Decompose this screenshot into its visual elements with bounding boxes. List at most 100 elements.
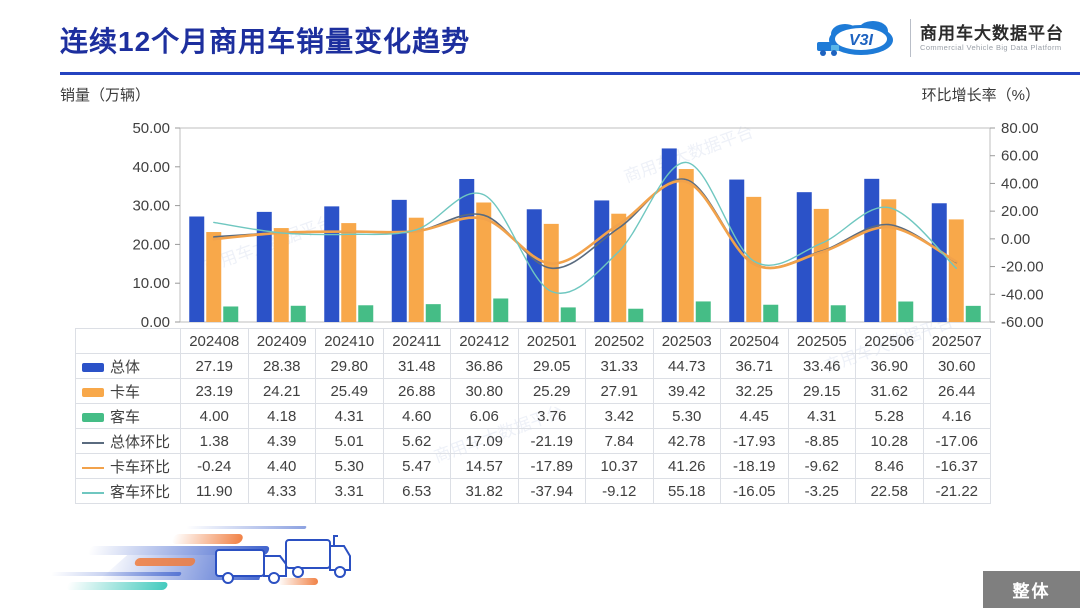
title-divider bbox=[60, 72, 1080, 75]
bar-客车 bbox=[695, 301, 711, 322]
value-cell: -9.12 bbox=[585, 478, 654, 504]
series-name-cell: 卡车环比 bbox=[75, 453, 181, 479]
value-cell: 31.48 bbox=[382, 353, 451, 379]
bar-卡车 bbox=[206, 232, 222, 322]
table-row-卡车环比: 卡车环比 -0.24 4.40 5.30 5.47 14.57 -17.89 10.37 41.… bbox=[75, 453, 991, 479]
sales-trend-chart: 0.00 10.00 20.00 30.00 40.00 50.00 -60.00 -40.0… bbox=[132, 120, 1044, 328]
category-header-cell: 202503 bbox=[652, 328, 721, 354]
value-cell: 26.88 bbox=[382, 378, 451, 404]
value-cell: -17.06 bbox=[922, 428, 991, 454]
overall-tab-button[interactable]: 整体 bbox=[983, 571, 1080, 608]
left-axis-tick-label: 20.00 bbox=[132, 236, 170, 253]
value-cell: 5.28 bbox=[855, 403, 924, 429]
bar-总体 bbox=[729, 179, 745, 322]
bar-卡车 bbox=[341, 223, 357, 322]
right-axis-tick-label: 60.00 bbox=[1001, 148, 1039, 165]
value-cell: 30.80 bbox=[450, 378, 519, 404]
bar-总体 bbox=[594, 200, 610, 322]
right-axis-tick-label: 20.00 bbox=[1001, 203, 1039, 220]
value-cell: 27.19 bbox=[180, 353, 249, 379]
bar-卡车 bbox=[611, 213, 627, 322]
logo-separator bbox=[910, 19, 911, 57]
series-name-cell: 客车环比 bbox=[75, 478, 181, 504]
right-axis-tick-label: 80.00 bbox=[1001, 120, 1039, 137]
left-axis-tick-label: 50.00 bbox=[132, 120, 170, 137]
category-header-cell: 202412 bbox=[450, 328, 519, 354]
table-row-客车: 客车 4.00 4.18 4.31 4.60 6.06 3.76 3.42 5.30 4.45 4.… bbox=[75, 403, 991, 429]
value-cell: 5.62 bbox=[382, 428, 451, 454]
bar-客车 bbox=[493, 298, 509, 322]
value-cell: 4.40 bbox=[247, 453, 316, 479]
series-name-cell: 总体环比 bbox=[75, 428, 181, 454]
line-卡车环比 bbox=[212, 179, 958, 270]
value-cell: 5.30 bbox=[652, 403, 721, 429]
bar-客车 bbox=[898, 301, 914, 322]
left-axis-tick-label: 10.00 bbox=[132, 275, 170, 292]
value-cell: 26.44 bbox=[922, 378, 991, 404]
right-axis-title: 环比增长率（%） bbox=[921, 87, 1040, 104]
chart-data-table: 202408 202409 202410 202411 202412 202501 2025… bbox=[75, 328, 991, 504]
data-table: 202408 202409 202410 202411 202412 202501 2025… bbox=[75, 328, 991, 504]
bar-总体 bbox=[864, 178, 880, 322]
value-cell: 28.38 bbox=[247, 353, 316, 379]
right-axis-tick-label: -20.00 bbox=[1001, 259, 1044, 276]
bar-卡车 bbox=[813, 208, 829, 322]
bar-总体 bbox=[189, 216, 205, 322]
bar-客车 bbox=[763, 304, 779, 322]
left-axis-tick-label: 40.00 bbox=[132, 159, 170, 176]
value-cell: 5.30 bbox=[315, 453, 384, 479]
value-cell: 1.38 bbox=[180, 428, 249, 454]
value-cell: 41.26 bbox=[652, 453, 721, 479]
bar-卡车 bbox=[746, 196, 762, 322]
right-axis-tick-label: 0.00 bbox=[1001, 231, 1030, 248]
series-name-label: 客车 bbox=[110, 408, 141, 426]
value-cell: 6.06 bbox=[450, 403, 519, 429]
series-name-cell: 客车 bbox=[75, 403, 181, 429]
value-cell: 32.25 bbox=[720, 378, 789, 404]
value-cell: 4.33 bbox=[247, 478, 316, 504]
bar-客车 bbox=[560, 307, 576, 322]
value-cell: 4.31 bbox=[315, 403, 384, 429]
left-axis-title: 销量（万辆） bbox=[60, 87, 151, 104]
value-cell: -21.19 bbox=[517, 428, 586, 454]
value-cell: 17.09 bbox=[450, 428, 519, 454]
value-cell: 29.15 bbox=[787, 378, 856, 404]
value-cell: 33.46 bbox=[787, 353, 856, 379]
category-header-cell: 202408 bbox=[180, 328, 249, 354]
value-cell: 3.76 bbox=[517, 403, 586, 429]
bar-客车 bbox=[830, 305, 846, 322]
value-cell: 7.84 bbox=[585, 428, 654, 454]
series-name-label: 客车环比 bbox=[110, 483, 171, 501]
value-cell: 44.73 bbox=[652, 353, 721, 379]
value-cell: 55.18 bbox=[652, 478, 721, 504]
line-legend-marker-icon bbox=[82, 491, 104, 494]
left-axis-tick-label: 0.00 bbox=[141, 314, 170, 328]
bar-卡车 bbox=[948, 219, 964, 322]
value-cell: -16.05 bbox=[720, 478, 789, 504]
right-axis-tick-label: 40.00 bbox=[1001, 175, 1039, 192]
category-header-cell: 202409 bbox=[247, 328, 316, 354]
value-cell: 31.62 bbox=[855, 378, 924, 404]
bar-客车 bbox=[965, 305, 981, 322]
value-cell: 11.90 bbox=[180, 478, 249, 504]
value-cell: -37.94 bbox=[517, 478, 586, 504]
table-row-总体环比: 总体环比 1.38 4.39 5.01 5.62 17.09 -21.19 7.84 42.78… bbox=[75, 428, 991, 454]
value-cell: 4.18 bbox=[247, 403, 316, 429]
right-axis-tick-label: -40.00 bbox=[1001, 286, 1044, 303]
table-corner-cell bbox=[75, 328, 181, 354]
logo-title-en: Commercial Vehicle Big Data Platform bbox=[920, 43, 1062, 53]
bar-总体 bbox=[459, 178, 475, 322]
value-cell: -16.37 bbox=[922, 453, 991, 479]
bar-客车 bbox=[223, 306, 239, 322]
value-cell: 4.45 bbox=[720, 403, 789, 429]
value-cell: -17.93 bbox=[720, 428, 789, 454]
logo-text: 商用车大数据平台 Commercial Vehicle Big Data Pla… bbox=[920, 24, 1064, 53]
series-name-cell: 总体 bbox=[75, 353, 181, 379]
value-cell: 4.16 bbox=[922, 403, 991, 429]
series-name-label: 卡车环比 bbox=[110, 458, 171, 476]
value-cell: 3.31 bbox=[315, 478, 384, 504]
series-name-label: 总体环比 bbox=[110, 433, 171, 451]
table-header-row: 202408 202409 202410 202411 202412 202501 2025… bbox=[75, 328, 991, 354]
table-row-总体: 总体 27.19 28.38 29.80 31.48 36.86 29.05 31.33 44.… bbox=[75, 353, 991, 379]
